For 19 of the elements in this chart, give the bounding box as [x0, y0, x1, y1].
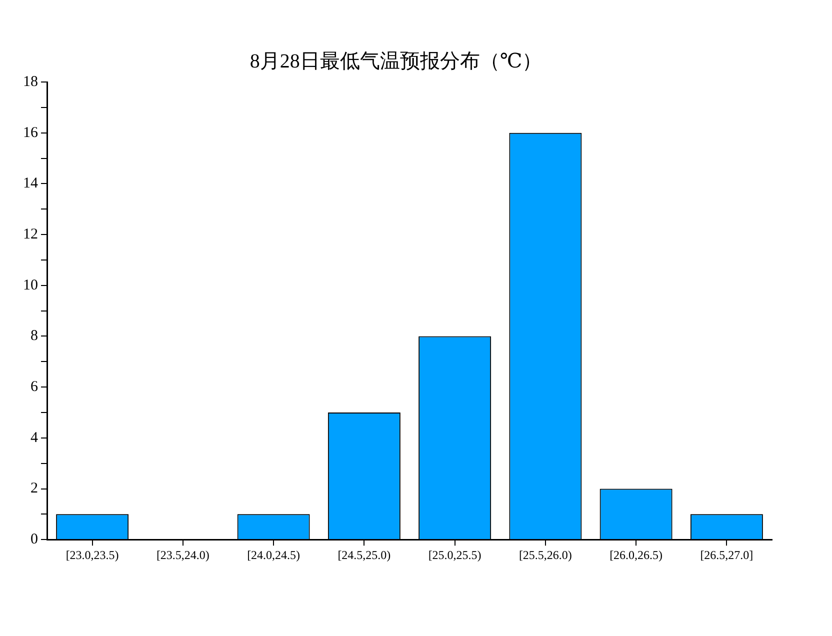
y-tick-label: 2 [30, 480, 38, 497]
x-tick-label: [24.0,24.5) [247, 548, 300, 562]
chart-title: 8月28日最低气温预报分布（℃） [250, 50, 542, 72]
y-tick-label: 6 [30, 379, 38, 396]
y-tick-label: 0 [30, 532, 38, 548]
x-tick-label: [25.5,26.0) [518, 548, 572, 562]
y-tick-label: 10 [23, 277, 38, 294]
y-tick-label: 4 [30, 430, 38, 446]
y-tick-label: 8 [30, 328, 38, 344]
x-tick-label: [23.0,23.5) [66, 548, 119, 562]
y-tick-label: 16 [23, 124, 38, 141]
y-tick-label: 12 [23, 226, 38, 242]
y-tick-label: 18 [23, 74, 38, 90]
x-tick-label: [24.5,25.0) [338, 548, 391, 562]
y-tick-label: 14 [23, 176, 38, 192]
x-tick-label: [23.5,24.0) [156, 548, 210, 562]
x-tick-label: [25.0,25.5) [428, 548, 482, 562]
x-tick-label: [26.5,27.0] [700, 548, 754, 562]
x-tick-label: [26.0,26.5) [610, 548, 663, 562]
